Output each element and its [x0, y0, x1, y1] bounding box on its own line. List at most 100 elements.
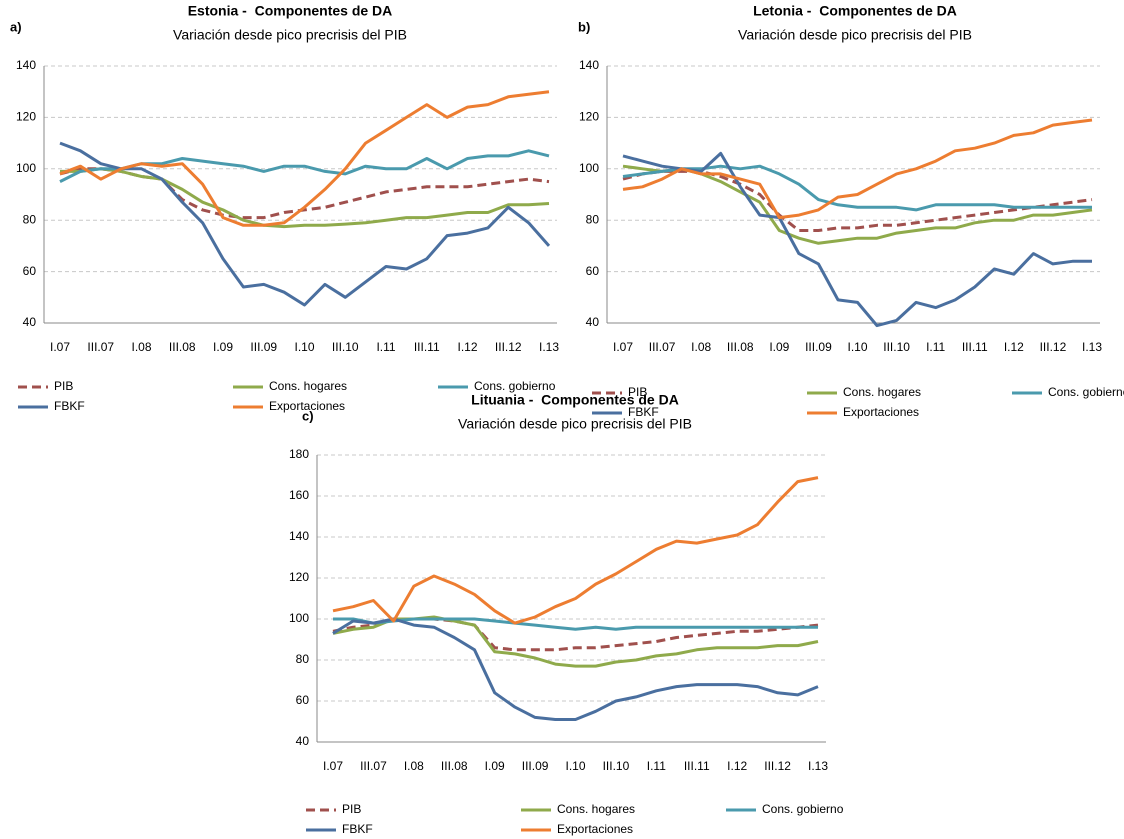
legend-label: Exportaciones	[557, 822, 633, 836]
y-tick-label: 40	[296, 734, 310, 748]
x-tick-label: I.08	[691, 340, 711, 354]
series-line	[59, 141, 551, 307]
y-tick-label: 40	[23, 315, 37, 329]
series-line	[622, 164, 1093, 245]
x-tick-label: I.13	[808, 759, 828, 773]
x-tick-label: I.10	[565, 759, 585, 773]
x-tick-label: III.09	[250, 340, 277, 354]
y-tick-label: 140	[579, 58, 599, 72]
y-tick-label: 120	[579, 110, 599, 124]
x-tick-label: III.11	[962, 340, 988, 354]
y-tick-label: 60	[586, 264, 600, 278]
x-tick-label: III.10	[603, 759, 630, 773]
x-tick-label: I.09	[213, 340, 233, 354]
y-tick-label: 40	[586, 315, 600, 329]
chart-subtitle: Variación desde pico precrisis del PIB	[738, 27, 972, 43]
x-tick-label: I.09	[769, 340, 789, 354]
y-tick-label: 140	[289, 529, 309, 543]
chart-subtitle: Variación desde pico precrisis del PIB	[173, 27, 407, 43]
series-line	[59, 167, 550, 220]
legend-label: Cons. gobierno	[762, 802, 844, 816]
x-tick-label: I.12	[457, 340, 477, 354]
x-tick-label: III.07	[87, 340, 114, 354]
series-line	[332, 617, 819, 721]
x-tick-label: III.09	[805, 340, 832, 354]
panel-label: a)	[10, 19, 22, 34]
series-line	[622, 169, 1093, 232]
x-tick-label: III.07	[360, 759, 387, 773]
chart-title: Letonia - Componentes de DA	[753, 3, 957, 19]
legend-label: PIB	[628, 385, 647, 399]
legend-label: PIB	[342, 802, 361, 816]
x-tick-label: I.12	[727, 759, 747, 773]
x-tick-label: III.12	[1040, 340, 1067, 354]
series-line	[59, 90, 550, 227]
legend-label: Cons. hogares	[843, 385, 921, 399]
chart-panel: a) Estonia - Componentes de DA Variación d…	[10, 3, 559, 413]
series-line	[333, 617, 818, 631]
legend-label: PIB	[54, 379, 73, 393]
series-line	[332, 617, 819, 652]
legend-label: FBKF	[54, 399, 85, 413]
panel-label: b)	[578, 19, 590, 34]
y-tick-label: 120	[289, 570, 309, 584]
x-tick-label: I.13	[539, 340, 559, 354]
x-tick-label: III.09	[522, 759, 549, 773]
y-tick-label: 140	[16, 58, 36, 72]
x-tick-label: I.09	[485, 759, 505, 773]
x-tick-label: I.08	[404, 759, 424, 773]
x-tick-label: III.11	[684, 759, 710, 773]
series-line	[622, 151, 1092, 328]
x-tick-label: III.12	[764, 759, 791, 773]
y-tick-label: 80	[23, 212, 37, 226]
series-line	[332, 615, 819, 668]
x-tick-label: I.12	[1004, 340, 1024, 354]
x-tick-label: I.11	[926, 340, 945, 354]
x-tick-label: I.07	[323, 759, 343, 773]
y-tick-label: 100	[579, 161, 599, 175]
x-tick-label: III.07	[649, 340, 676, 354]
chart-panel: b) Letonia - Componentes de DA Variación d…	[578, 3, 1124, 419]
x-tick-label: III.08	[441, 759, 468, 773]
chart-title: Lituania - Componentes de DA	[471, 392, 679, 408]
legend-label: Cons. gobierno	[474, 379, 556, 393]
y-tick-label: 60	[296, 693, 310, 707]
y-tick-label: 100	[16, 161, 36, 175]
y-tick-label: 100	[289, 611, 309, 625]
x-tick-label: III.11	[414, 340, 440, 354]
legend-label: FBKF	[342, 822, 373, 836]
x-tick-label: I.07	[50, 340, 70, 354]
x-tick-label: I.08	[131, 340, 151, 354]
legend-label: Cons. hogares	[269, 379, 347, 393]
x-tick-label: I.10	[294, 340, 314, 354]
x-tick-label: III.10	[883, 340, 910, 354]
chart-panel: c) Lituania - Componentes de DA Variación …	[289, 392, 844, 836]
panel-label: c)	[302, 408, 314, 423]
legend-label: Exportaciones	[269, 399, 345, 413]
legend-label: Cons. hogares	[557, 802, 635, 816]
y-tick-label: 80	[586, 212, 600, 226]
chart-title: Estonia - Componentes de DA	[188, 3, 393, 19]
x-tick-label: I.11	[376, 340, 395, 354]
legend-label: Exportaciones	[843, 405, 919, 419]
series-line	[60, 167, 550, 229]
series-line	[622, 118, 1093, 220]
y-tick-label: 120	[16, 110, 36, 124]
y-tick-label: 80	[296, 652, 310, 666]
y-tick-label: 180	[289, 447, 309, 461]
x-tick-label: I.13	[1082, 340, 1102, 354]
x-tick-label: I.11	[647, 759, 666, 773]
legend-label: Cons. gobierno	[1048, 385, 1124, 399]
y-tick-label: 160	[289, 488, 309, 502]
y-tick-label: 60	[23, 264, 37, 278]
legend-label: FBKF	[628, 405, 659, 419]
series-line	[332, 476, 819, 625]
chart-subtitle: Variación desde pico precrisis del PIB	[458, 416, 692, 432]
x-tick-label: III.08	[169, 340, 196, 354]
x-tick-label: III.10	[332, 340, 359, 354]
x-tick-label: III.08	[727, 340, 754, 354]
x-tick-label: III.12	[495, 340, 522, 354]
x-tick-label: I.10	[847, 340, 867, 354]
